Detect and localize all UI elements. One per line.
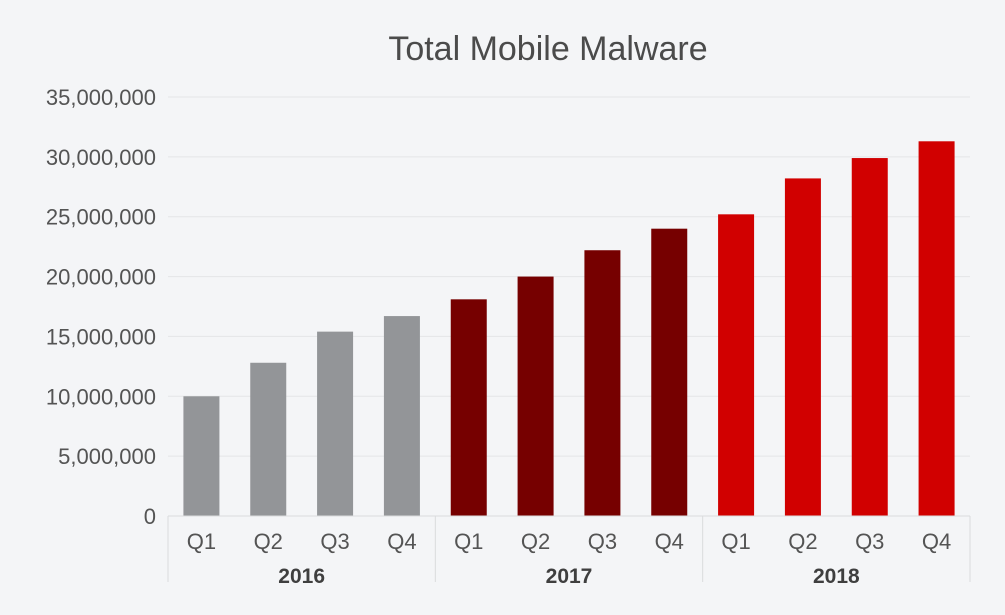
bar-2017-Q4 [651, 228, 688, 516]
bar-2018-Q2 [784, 178, 821, 517]
bar-2016-Q4 [383, 316, 420, 516]
y-tick-label: 15,000,000 [46, 324, 156, 349]
bar-2017-Q1 [450, 299, 487, 516]
x-tick-label: Q1 [454, 529, 483, 554]
bar-2018-Q3 [851, 158, 888, 516]
y-tick-label: 0 [144, 504, 156, 529]
y-tick-label: 35,000,000 [46, 85, 156, 110]
x-tick-label: Q4 [387, 529, 416, 554]
x-tick-label: Q1 [721, 529, 750, 554]
bar-2018-Q4 [918, 141, 955, 516]
x-tick-label: Q4 [922, 529, 951, 554]
group-label: 2018 [813, 565, 860, 588]
gridlines [168, 96, 970, 457]
x-tick-label: Q1 [187, 529, 216, 554]
x-tick-label: Q3 [320, 529, 349, 554]
bar-2018-Q1 [718, 214, 755, 516]
x-axis [167, 515, 971, 582]
bar-2016-Q3 [317, 331, 354, 516]
bar-2017-Q3 [584, 250, 621, 516]
bar-2016-Q2 [250, 362, 287, 516]
x-tick-label: Q2 [254, 529, 283, 554]
x-tick-label: Q2 [521, 529, 550, 554]
bars [183, 141, 955, 517]
y-tick-label: 5,000,000 [58, 444, 156, 469]
group-label: 2017 [546, 565, 593, 588]
y-tick-label: 20,000,000 [46, 265, 156, 290]
y-tick-label: 10,000,000 [46, 384, 156, 409]
group-label: 2016 [278, 565, 325, 588]
y-axis-ticks: 0 5,000,000 10,000,000 15,000,000 20,000,000… [46, 85, 156, 529]
x-tick-label: Q2 [788, 529, 817, 554]
x-tick-label: Q3 [588, 529, 617, 554]
bar-2016-Q1 [183, 396, 220, 516]
x-axis-ticks: Q1 Q2 Q3 Q4 2016 Q1 Q2 Q3 Q4 2017 Q1 Q2 Q3 Q4 2018 [187, 529, 952, 588]
chart-title: Total Mobile Malware [388, 30, 707, 68]
x-tick-label: Q3 [855, 529, 884, 554]
y-tick-label: 30,000,000 [46, 145, 156, 170]
x-tick-label: Q4 [655, 529, 684, 554]
bar-2017-Q2 [517, 276, 554, 516]
y-tick-label: 25,000,000 [46, 205, 156, 230]
